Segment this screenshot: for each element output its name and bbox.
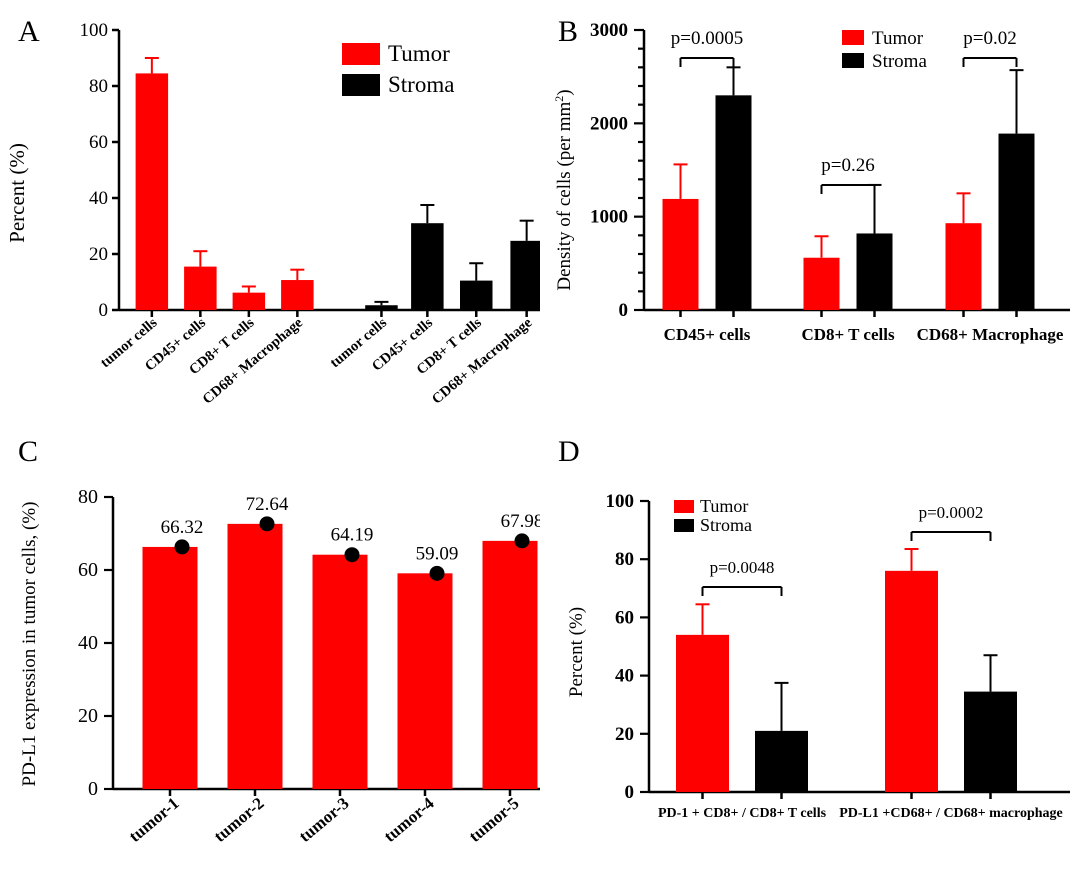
svg-text:Stroma: Stroma [700,515,752,535]
svg-text:0: 0 [99,300,109,321]
svg-text:3000: 3000 [590,20,628,41]
svg-text:60: 60 [615,607,634,628]
svg-text:tumor-4: tumor-4 [380,793,438,846]
svg-text:80: 80 [615,549,634,570]
svg-text:tumor-2: tumor-2 [210,794,267,846]
svg-text:64.19: 64.19 [331,525,374,546]
svg-text:59.09: 59.09 [416,543,459,564]
svg-text:80: 80 [89,76,108,97]
svg-text:Tumor: Tumor [872,28,924,49]
svg-text:Tumor: Tumor [700,496,748,516]
svg-text:A: A [18,15,40,48]
svg-text:Stroma: Stroma [388,72,454,97]
svg-text:20: 20 [615,724,634,745]
svg-text:80: 80 [78,486,98,508]
svg-text:72.64: 72.64 [246,494,289,515]
svg-text:PD-L1 expression in tumor cell: PD-L1 expression in tumor cells, (%) [19,502,40,787]
svg-text:60: 60 [78,559,98,581]
svg-text:tumor-3: tumor-3 [295,794,352,846]
svg-text:Stroma: Stroma [872,51,927,72]
svg-text:CD68+ Macrophage: CD68+ Macrophage [917,325,1064,344]
svg-text:40: 40 [89,188,108,209]
svg-text:PD-1 + CD8+ / CD8+ T cells: PD-1 + CD8+ / CD8+ T cells [658,806,827,821]
svg-text:0: 0 [625,782,635,803]
svg-text:CD8+ T cells: CD8+ T cells [801,325,895,344]
svg-text:p=0.0005: p=0.0005 [671,28,743,49]
svg-text:20: 20 [78,705,98,727]
svg-text:p=0.0002: p=0.0002 [919,503,984,522]
svg-text:Density of cells (per mm2): Density of cells (per mm2) [552,89,575,290]
svg-text:60: 60 [89,132,108,153]
svg-text:D: D [558,439,580,468]
svg-text:40: 40 [615,666,634,687]
svg-text:0: 0 [619,300,629,321]
svg-text:C: C [18,439,38,468]
svg-text:B: B [558,15,578,48]
svg-text:p=0.26: p=0.26 [821,155,874,176]
svg-text:Tumor: Tumor [388,41,450,66]
svg-text:Percent (%): Percent (%) [5,143,29,243]
svg-text:20: 20 [89,244,108,265]
svg-text:PD-L1 +CD68+ / CD68+ macropha: PD-L1 +CD68+ / CD68+ macrophage [839,806,1063,821]
svg-text:Percent (%): Percent (%) [566,607,587,697]
svg-text:CD45+ cells: CD45+ cells [664,325,751,344]
svg-text:p=0.02: p=0.02 [963,28,1016,49]
svg-text:40: 40 [78,632,98,654]
svg-text:0: 0 [88,778,98,800]
svg-text:2000: 2000 [590,113,628,134]
svg-text:100: 100 [80,20,109,41]
svg-text:67.98: 67.98 [501,511,540,532]
svg-text:100: 100 [606,491,635,512]
svg-text:p=0.0048: p=0.0048 [710,558,775,577]
svg-text:tumor-1: tumor-1 [125,794,182,846]
svg-text:66.32: 66.32 [161,517,204,538]
svg-text:1000: 1000 [590,207,628,228]
svg-text:tumor-5: tumor-5 [465,794,522,846]
